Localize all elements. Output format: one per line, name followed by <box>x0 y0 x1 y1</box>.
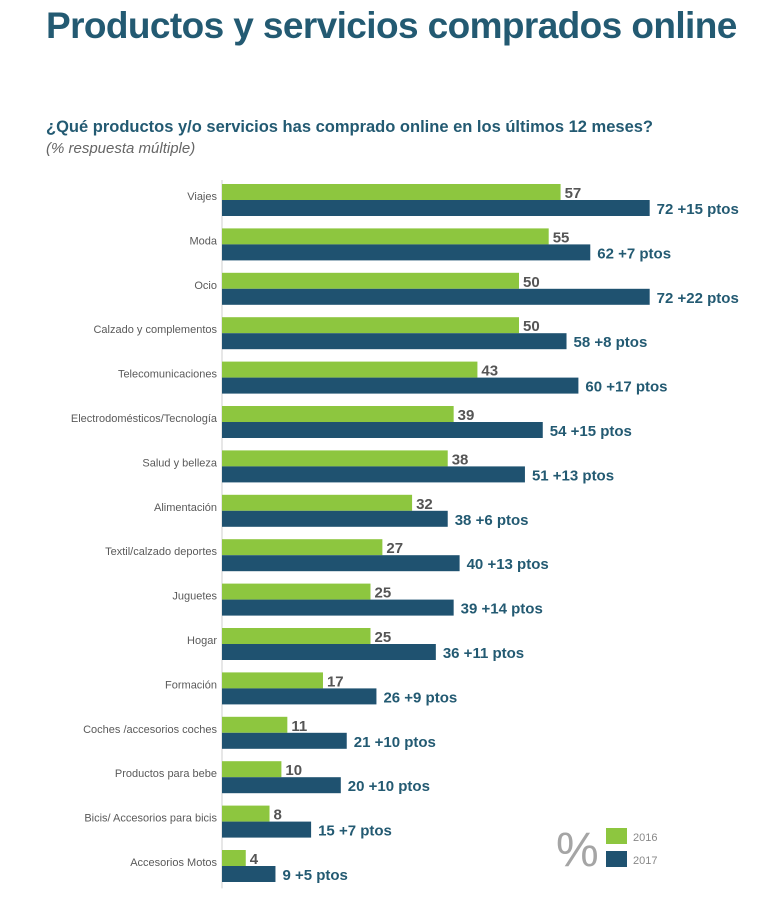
data-label-2017: 62 +7 ptos <box>597 245 671 262</box>
bar-2017 <box>222 688 377 705</box>
data-label-2016: 39 <box>458 407 475 424</box>
bar-2017 <box>222 732 347 749</box>
data-label-2016: 55 <box>553 229 570 246</box>
data-label-2017: 36 +11 ptos <box>443 645 524 662</box>
bar-2017 <box>222 555 460 572</box>
bar-2016 <box>222 672 323 689</box>
legend-swatch-2016 <box>606 828 627 844</box>
bar-2017 <box>222 821 312 838</box>
data-label-2017: 26 +9 ptos <box>383 689 457 706</box>
percent-symbol: % <box>556 824 599 877</box>
category-label: Viajes <box>187 191 217 203</box>
category-label: Juguetes <box>172 591 217 603</box>
data-label-2016: 50 <box>523 318 540 335</box>
category-label: Hogar <box>187 635 217 647</box>
page-title: Productos y servicios comprados online <box>46 5 737 46</box>
data-label-2016: 27 <box>386 540 403 557</box>
chart-question: ¿Qué productos y/o servicios has comprad… <box>46 118 653 136</box>
data-label-2017: 38 +6 ptos <box>455 512 529 529</box>
data-label-2016: 11 <box>291 718 307 735</box>
bar-2017 <box>222 510 448 527</box>
category-label: Electrodomésticos/Tecnología <box>71 413 218 425</box>
data-label-2017: 40 +13 ptos <box>467 556 549 573</box>
bar-2016 <box>222 228 549 245</box>
data-label-2017: 15 +7 ptos <box>318 823 392 840</box>
bar-2017 <box>222 333 567 350</box>
bar-2016 <box>222 850 246 866</box>
data-label-2016: 57 <box>565 185 582 202</box>
data-label-2016: 25 <box>375 629 392 646</box>
category-label: Productos para bebe <box>115 768 217 780</box>
category-label: Salud y belleza <box>142 457 217 469</box>
data-label-2017: 72 +22 ptos <box>657 290 739 307</box>
category-label: Coches /accesorios coches <box>83 724 217 736</box>
data-label-2017: 58 +8 ptos <box>574 334 648 351</box>
bar-2017 <box>222 466 525 483</box>
category-label: Telecomunicaciones <box>118 369 218 381</box>
bar-2017 <box>222 644 436 660</box>
data-label-2017: 60 +17 ptos <box>585 379 667 396</box>
data-label-2017: 9 +5 ptos <box>282 867 347 884</box>
category-label: Ocio <box>194 280 217 292</box>
bar-2016 <box>222 494 413 511</box>
bar-2016 <box>222 805 270 822</box>
category-label: Moda <box>189 235 217 247</box>
bar-2016 <box>222 406 454 422</box>
legend-swatch-2017 <box>606 851 627 867</box>
category-label: Bicis/ Accesorios para bicis <box>84 813 217 825</box>
data-label-2017: 21 +10 ptos <box>354 734 436 751</box>
data-label-2016: 4 <box>250 851 259 868</box>
data-label-2017: 39 +14 ptos <box>461 601 543 618</box>
bar-2017 <box>222 288 650 305</box>
bar-2016 <box>222 450 448 467</box>
bar-2017 <box>222 777 341 794</box>
data-label-2016: 8 <box>274 807 282 824</box>
data-label-2016: 17 <box>327 673 344 690</box>
data-label-2016: 10 <box>285 762 302 779</box>
bar-2016 <box>222 628 371 644</box>
bar-2017 <box>222 377 579 394</box>
bar-2016 <box>222 184 561 200</box>
bar-2016 <box>222 716 288 733</box>
legend-label-2016: 2016 <box>633 832 657 844</box>
data-label-2016: 38 <box>452 451 469 468</box>
data-label-2016: 25 <box>375 585 392 602</box>
bar-2016 <box>222 583 371 600</box>
bar-2017 <box>222 244 591 261</box>
data-label-2017: 72 +15 ptos <box>657 201 739 218</box>
chart-note: (% respuesta múltiple) <box>46 140 196 157</box>
category-label: Formación <box>165 679 217 691</box>
category-label: Alimentación <box>154 502 217 514</box>
data-label-2017: 51 +13 ptos <box>532 467 614 484</box>
category-label: Textil/calzado deportes <box>105 546 217 558</box>
bar-2016 <box>222 272 519 289</box>
bar-2017 <box>222 422 543 438</box>
data-label-2016: 32 <box>416 496 433 513</box>
legend-label-2017: 2017 <box>633 855 657 867</box>
data-label-2016: 50 <box>523 274 540 291</box>
bar-2017 <box>222 599 454 616</box>
bar-2016 <box>222 761 282 778</box>
category-label: Accesorios Motos <box>130 857 217 869</box>
bar-2017 <box>222 200 650 216</box>
bar-2017 <box>222 866 276 882</box>
bar-2016 <box>222 317 519 334</box>
bar-2016 <box>222 361 478 378</box>
data-label-2017: 54 +15 ptos <box>550 423 632 440</box>
data-label-2017: 20 +10 ptos <box>348 778 430 795</box>
data-label-2016: 43 <box>481 363 498 380</box>
bar-2016 <box>222 539 383 556</box>
category-label: Calzado y complementos <box>93 324 217 336</box>
